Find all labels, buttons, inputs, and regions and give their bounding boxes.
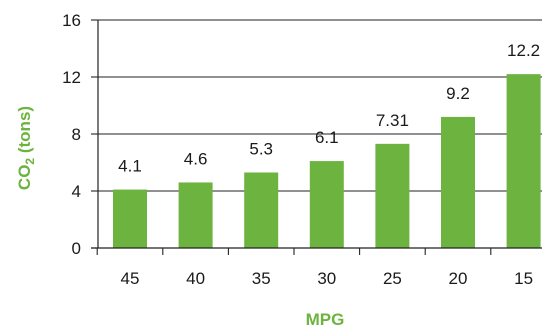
data-label: 6.1 bbox=[315, 128, 339, 147]
data-labels: 4.1 4.6 5.3 6.1 7.31 9.2 12.2 bbox=[118, 41, 540, 175]
x-tick-label: 35 bbox=[252, 269, 271, 288]
bar bbox=[178, 182, 213, 248]
x-tick-label: 20 bbox=[449, 269, 468, 288]
x-axis-title: MPG bbox=[306, 310, 345, 329]
y-tick-label: 16 bbox=[62, 11, 81, 30]
axes bbox=[91, 20, 542, 249]
bar bbox=[244, 172, 279, 248]
data-label: 7.31 bbox=[376, 111, 409, 130]
data-label: 4.6 bbox=[184, 149, 208, 168]
y-tick-label: 4 bbox=[72, 182, 81, 201]
bar bbox=[309, 161, 344, 248]
data-label: 5.3 bbox=[249, 139, 273, 158]
bar bbox=[113, 189, 147, 248]
y-axis-title-subscript: 2 bbox=[23, 158, 37, 165]
data-label: 12.2 bbox=[507, 41, 540, 60]
y-tick-labels: 0 4 8 12 16 bbox=[62, 11, 81, 258]
x-tick-label: 25 bbox=[383, 269, 402, 288]
y-axis-title-main: CO bbox=[15, 165, 34, 191]
y-tick-label: 0 bbox=[72, 239, 81, 258]
data-label: 4.1 bbox=[118, 157, 142, 176]
y-tick-label: 8 bbox=[72, 125, 81, 144]
x-tick-label: 30 bbox=[317, 269, 336, 288]
x-tick-label: 15 bbox=[514, 269, 533, 288]
bar bbox=[375, 143, 410, 248]
x-tick-label: 45 bbox=[121, 269, 140, 288]
x-tick-labels: 45 40 35 30 25 20 15 bbox=[121, 269, 534, 288]
y-tick-label: 12 bbox=[62, 68, 81, 87]
y-axis-title-rest: (tons) bbox=[15, 106, 34, 158]
y-axis-title: CO2 (tons) bbox=[15, 106, 37, 190]
bar bbox=[441, 116, 475, 249]
x-tick-label: 40 bbox=[186, 269, 205, 288]
bar bbox=[506, 74, 541, 249]
data-label: 9.2 bbox=[446, 84, 470, 103]
bars bbox=[113, 74, 541, 249]
